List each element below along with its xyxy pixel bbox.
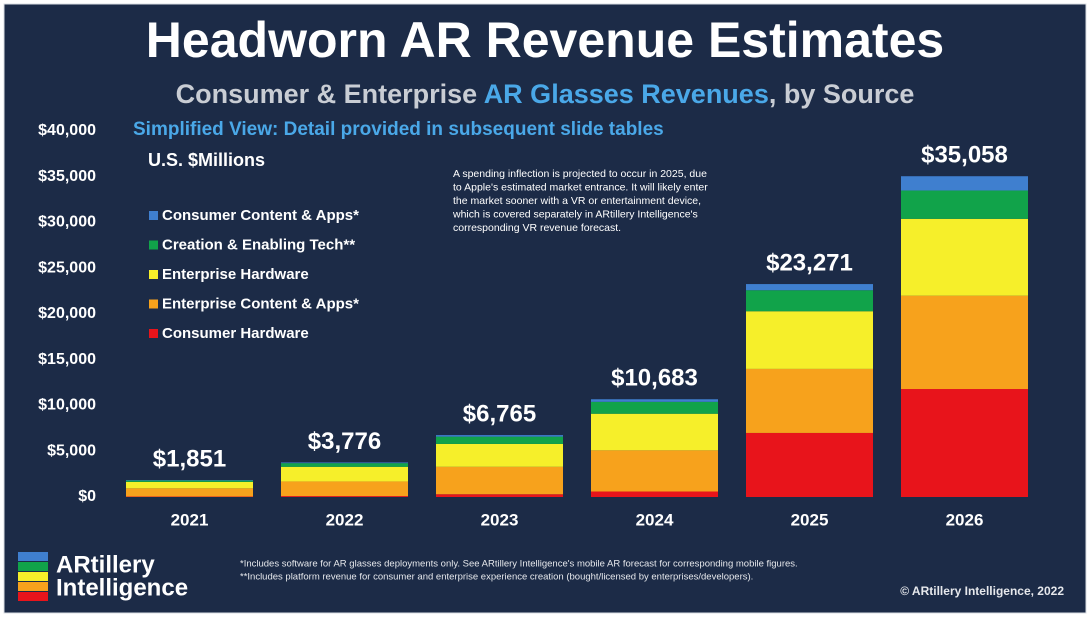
bar-segment bbox=[901, 190, 1028, 219]
bar-segment bbox=[436, 466, 563, 495]
x-tick-label: 2026 bbox=[946, 510, 984, 529]
y-tick-label: $30,000 bbox=[38, 214, 96, 231]
bar-segment bbox=[746, 290, 873, 312]
chart-subtitle: Consumer & Enterprise AR Glasses Revenue… bbox=[176, 79, 915, 109]
unit-label: U.S. $Millions bbox=[148, 150, 265, 170]
bar-segment bbox=[281, 463, 408, 467]
copyright: © ARtillery Intelligence, 2022 bbox=[900, 584, 1064, 598]
legend-label: Enterprise Content & Apps* bbox=[162, 295, 359, 312]
logo-stripe bbox=[18, 562, 48, 571]
bar-segment bbox=[746, 284, 873, 291]
x-tick-label: 2025 bbox=[791, 510, 829, 529]
legend-swatch bbox=[149, 299, 158, 309]
footnote: *Includes software for AR glasses deploy… bbox=[240, 559, 798, 570]
y-tick-label: $0 bbox=[78, 488, 96, 505]
y-tick-label: $10,000 bbox=[38, 397, 96, 414]
total-label: $23,271 bbox=[766, 249, 853, 276]
bar-segment bbox=[126, 480, 253, 482]
bar-segment bbox=[281, 466, 408, 482]
bar-segment bbox=[901, 218, 1028, 296]
x-tick-label: 2023 bbox=[481, 510, 519, 529]
logo-text: ARtillery bbox=[56, 551, 155, 578]
legend-label: Consumer Content & Apps* bbox=[162, 207, 359, 224]
logo-icon bbox=[18, 552, 48, 601]
bar-segment bbox=[281, 481, 408, 497]
annotation: A spending inflection is projected to oc… bbox=[453, 168, 707, 180]
annotation: corresponding VR revenue forecast. bbox=[453, 222, 621, 234]
chart-note: Simplified View: Detail provided in subs… bbox=[133, 119, 664, 140]
annotation: the market sooner with a VR or entertain… bbox=[453, 195, 701, 207]
bar-segment bbox=[281, 496, 408, 497]
bar-segment bbox=[591, 413, 718, 451]
logo-stripe bbox=[18, 582, 48, 591]
y-tick-label: $25,000 bbox=[38, 259, 96, 276]
bar-segment bbox=[746, 432, 873, 497]
y-tick-label: $20,000 bbox=[38, 305, 96, 322]
bar-segment bbox=[746, 368, 873, 433]
annotation: which is covered separately in ARtillery… bbox=[452, 208, 698, 220]
bar-segment bbox=[591, 491, 718, 497]
y-tick-label: $40,000 bbox=[38, 122, 96, 139]
annotation: to Apple's estimated market entrance. It… bbox=[453, 181, 708, 193]
bar-segment bbox=[591, 401, 718, 414]
total-label: $3,776 bbox=[308, 428, 381, 455]
legend-swatch bbox=[149, 211, 158, 220]
legend-label: Enterprise Hardware bbox=[162, 266, 309, 283]
logo-stripe bbox=[18, 592, 48, 601]
total-label: $35,058 bbox=[921, 142, 1008, 169]
legend-swatch bbox=[149, 329, 158, 338]
chart-title: Headworn AR Revenue Estimates bbox=[146, 12, 944, 68]
bar-segment bbox=[281, 462, 408, 464]
bar-segment bbox=[591, 399, 718, 402]
bar-segment bbox=[436, 436, 563, 444]
total-label: $1,851 bbox=[153, 445, 226, 472]
subtitle-part: AR Glasses Revenues bbox=[484, 79, 769, 109]
bar-segment bbox=[436, 435, 563, 437]
legend-label: Consumer Hardware bbox=[162, 325, 309, 342]
bar-segment bbox=[591, 450, 718, 492]
bar-segment bbox=[436, 494, 563, 497]
logo-stripe bbox=[18, 572, 48, 581]
legend-label: Creation & Enabling Tech** bbox=[162, 236, 355, 253]
logo-stripe bbox=[18, 552, 48, 561]
subtitle-part: Consumer & Enterprise bbox=[176, 79, 484, 109]
bar-segment bbox=[126, 488, 253, 497]
x-tick-label: 2021 bbox=[171, 510, 209, 529]
subtitle-part: , by Source bbox=[769, 79, 915, 109]
y-tick-label: $15,000 bbox=[38, 351, 96, 368]
bar-segment bbox=[901, 295, 1028, 390]
total-label: $6,765 bbox=[463, 400, 536, 427]
bar-segment bbox=[746, 311, 873, 369]
legend-swatch bbox=[149, 270, 158, 279]
bar-segment bbox=[901, 176, 1028, 191]
x-tick-label: 2024 bbox=[636, 510, 674, 529]
legend-swatch bbox=[149, 240, 158, 250]
total-label: $10,683 bbox=[611, 365, 698, 392]
y-tick-label: $35,000 bbox=[38, 168, 96, 185]
bar-segment bbox=[901, 389, 1028, 497]
logo-text: Intelligence bbox=[56, 574, 188, 601]
bar-segment bbox=[436, 443, 563, 467]
x-tick-label: 2022 bbox=[326, 510, 364, 529]
footnote: **Includes platform revenue for consumer… bbox=[240, 572, 753, 583]
y-tick-label: $5,000 bbox=[47, 442, 96, 459]
bar-segment bbox=[126, 481, 253, 489]
